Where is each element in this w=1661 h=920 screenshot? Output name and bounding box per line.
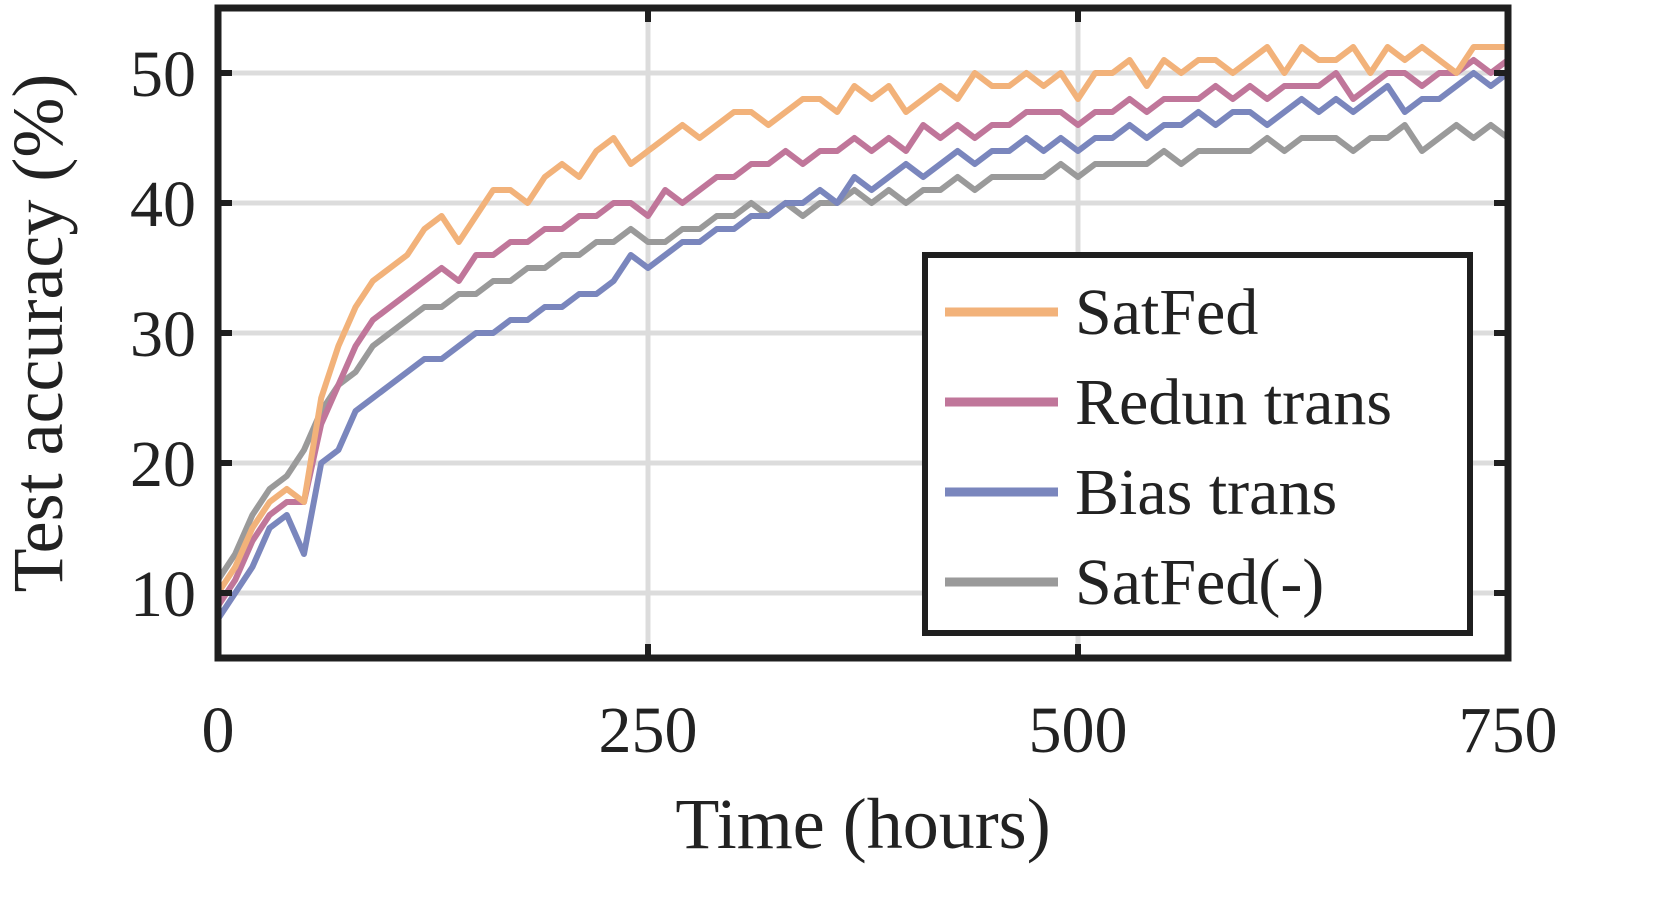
- legend-label: Bias trans: [1075, 456, 1337, 529]
- y-tick-label: 40: [130, 168, 196, 241]
- y-tick-label: 10: [130, 558, 196, 631]
- x-tick-label: 250: [599, 694, 698, 767]
- series-line-bias-trans: [215, 70, 1511, 622]
- x-tick-label: 750: [1459, 694, 1558, 767]
- series-line-satfed: [215, 44, 1511, 596]
- legend-label: Redun trans: [1075, 366, 1392, 439]
- legend-box: [922, 252, 1473, 636]
- series-line-redun-trans: [215, 57, 1511, 609]
- legend-label: SatFed(-): [1075, 546, 1324, 619]
- legend: SatFed Redun trans Bias trans SatFed(-): [922, 252, 1473, 636]
- series-line-satfed: [215, 122, 1511, 583]
- legend-label: SatFed: [1075, 276, 1258, 349]
- x-tick-label: 500: [1029, 694, 1128, 767]
- y-tick-label: 50: [130, 38, 196, 111]
- series-lines: [215, 44, 1511, 622]
- y-axis-label: Test accuracy (%): [0, 74, 78, 593]
- y-tick-label: 30: [130, 298, 196, 371]
- y-tick-label: 20: [130, 428, 196, 501]
- x-axis-label: Time (hours): [675, 784, 1050, 864]
- x-tick-label: 0: [202, 694, 235, 767]
